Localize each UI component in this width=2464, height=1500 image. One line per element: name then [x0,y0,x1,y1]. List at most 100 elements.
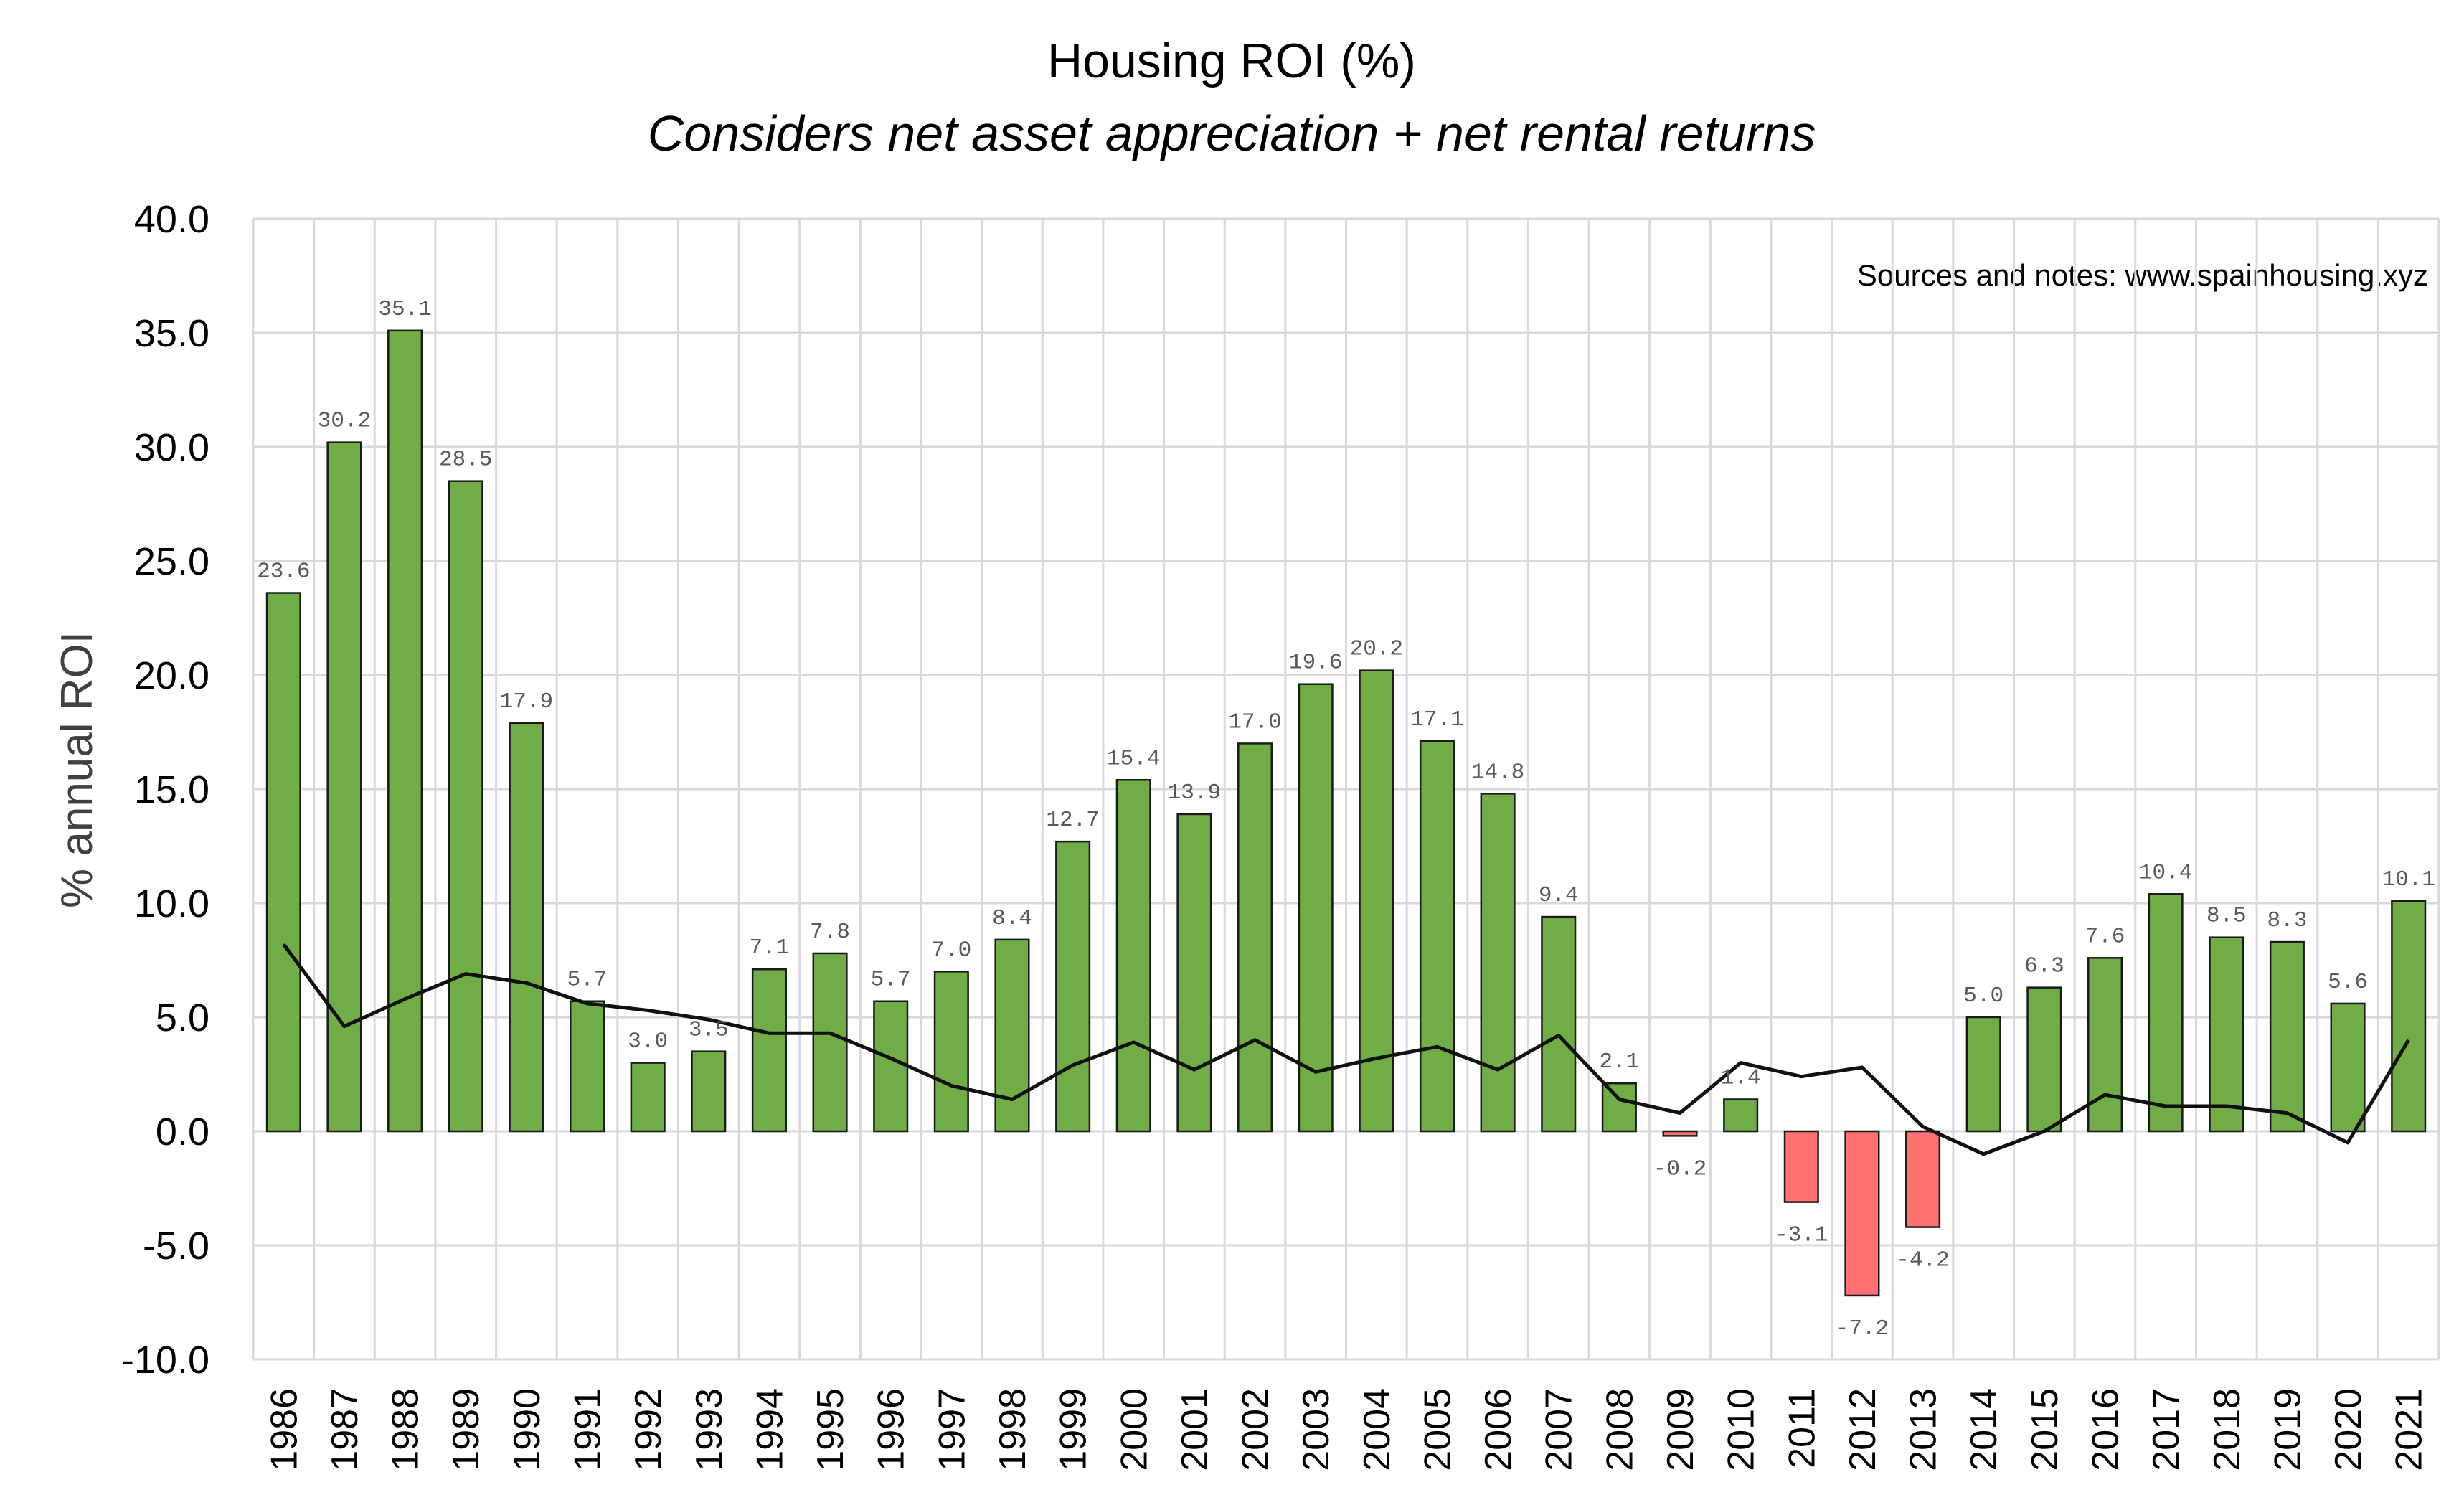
data-label-1987: 30.2 [318,409,371,434]
x-tick-label: 2003 [1295,1388,1337,1471]
bar-2019 [2269,940,2305,1133]
bar-1989 [448,480,483,1133]
y-tick-label: 15.0 [134,768,209,811]
bar-1990 [509,722,544,1133]
bar-2016 [2087,957,2123,1133]
bar-2011 [1783,1130,1819,1203]
x-tick-label: 2014 [1963,1388,2005,1471]
data-label-1996: 5.7 [871,968,911,993]
x-tick-label: 1999 [1053,1388,1095,1471]
chart-subtitle: Considers net asset appreciation + net r… [648,105,1816,161]
y-axis-label: % annual ROI [52,631,102,908]
bar-2014 [1965,1016,2001,1133]
data-label-2010: 1.4 [1721,1065,1761,1090]
data-label-2018: 8.5 [2206,904,2247,929]
x-tick-label: 2001 [1174,1388,1216,1471]
data-label-1995: 7.8 [810,920,850,945]
bar-1991 [569,1000,605,1133]
bar-1998 [994,938,1030,1133]
x-tick-label: 2013 [1903,1388,1945,1471]
x-tick-label: 1987 [324,1388,366,1471]
x-tick-label: 1991 [567,1388,609,1471]
data-label-1989: 28.5 [439,448,492,473]
bar-1996 [873,1000,909,1133]
y-tick-label: 30.0 [134,426,209,469]
bar-1999 [1055,840,1091,1133]
data-label-2009: -0.2 [1653,1156,1707,1181]
data-label-1994: 7.1 [750,935,790,961]
bar-2009 [1662,1130,1698,1137]
bar-1997 [933,971,969,1133]
bar-2001 [1176,813,1212,1133]
bar-1987 [326,441,362,1133]
x-tick-label: 2004 [1356,1388,1398,1471]
bar-1992 [630,1062,666,1133]
x-tick-label: 2008 [1599,1388,1641,1471]
x-tick-label: 2018 [2206,1388,2248,1471]
x-tick-label: 2002 [1235,1388,1277,1471]
y-tick-label: 25.0 [134,540,209,583]
x-tick-label: 2009 [1660,1388,1701,1471]
bar-2003 [1298,683,1334,1133]
x-tick-label: 2007 [1539,1388,1580,1471]
x-tick-label: 1995 [810,1388,851,1471]
data-label-1991: 5.7 [567,968,608,993]
bar-2005 [1419,740,1455,1133]
bar-2015 [2026,986,2062,1133]
x-tick-label: 1986 [263,1388,305,1471]
bar-2020 [2330,1002,2366,1133]
x-tick-label: 1998 [992,1388,1034,1471]
data-label-2002: 17.0 [1228,709,1281,735]
data-label-1997: 7.0 [931,938,971,963]
bar-2012 [1844,1130,1880,1297]
x-tick-label: 1988 [385,1388,427,1471]
x-tick-label: 2020 [2328,1388,2369,1471]
bars-layer [265,329,2427,1297]
x-tick-label: 1989 [445,1388,487,1471]
y-tick-label: 40.0 [134,198,209,241]
data-label-2014: 5.0 [1963,984,2003,1009]
bar-1993 [691,1050,727,1133]
data-label-2016: 7.6 [2085,924,2125,949]
data-label-2012: -7.2 [1836,1316,1889,1341]
bar-2017 [2148,893,2184,1133]
data-label-2006: 14.8 [1471,760,1524,785]
x-tick-label: 2021 [2389,1388,2430,1471]
data-label-2021: 10.1 [2382,867,2435,892]
data-label-2013: -4.2 [1896,1248,1949,1273]
bar-1988 [387,329,423,1133]
data-label-2011: -3.1 [1775,1223,1828,1248]
x-tick-label: 2011 [1781,1388,1823,1468]
data-label-2000: 15.4 [1107,746,1160,771]
data-label-2003: 19.6 [1289,651,1342,676]
x-tick-label: 2015 [2024,1388,2066,1471]
bar-2006 [1480,793,1516,1133]
x-tick-label: 1992 [628,1388,669,1471]
data-label-2004: 20.2 [1350,637,1403,662]
x-tick-label: 2010 [1721,1388,1762,1471]
bar-2007 [1541,915,1577,1133]
bar-2018 [2209,936,2244,1133]
bar-2000 [1115,779,1151,1133]
bar-1986 [265,592,301,1133]
x-tick-label: 2000 [1113,1388,1155,1471]
x-tick-label: 1990 [506,1388,548,1471]
data-label-1990: 17.9 [500,689,553,714]
bar-2013 [1905,1130,1941,1228]
data-label-1992: 3.0 [628,1029,668,1055]
data-label-2005: 17.1 [1410,707,1463,732]
data-label-1999: 12.7 [1046,808,1099,833]
x-tick-label: 1996 [871,1388,912,1471]
data-label-2007: 9.4 [1539,883,1579,908]
bar-1995 [812,952,848,1133]
bar-2021 [2391,900,2427,1133]
data-label-1988: 35.1 [378,297,431,322]
data-label-2008: 2.1 [1599,1049,1639,1075]
trend-line [282,943,2410,1156]
data-label-2015: 6.3 [2024,954,2064,979]
x-tick-label: 2016 [2085,1388,2126,1471]
grid-layer [252,217,2440,1361]
data-label-1998: 8.4 [992,906,1032,931]
bar-1994 [751,968,787,1133]
